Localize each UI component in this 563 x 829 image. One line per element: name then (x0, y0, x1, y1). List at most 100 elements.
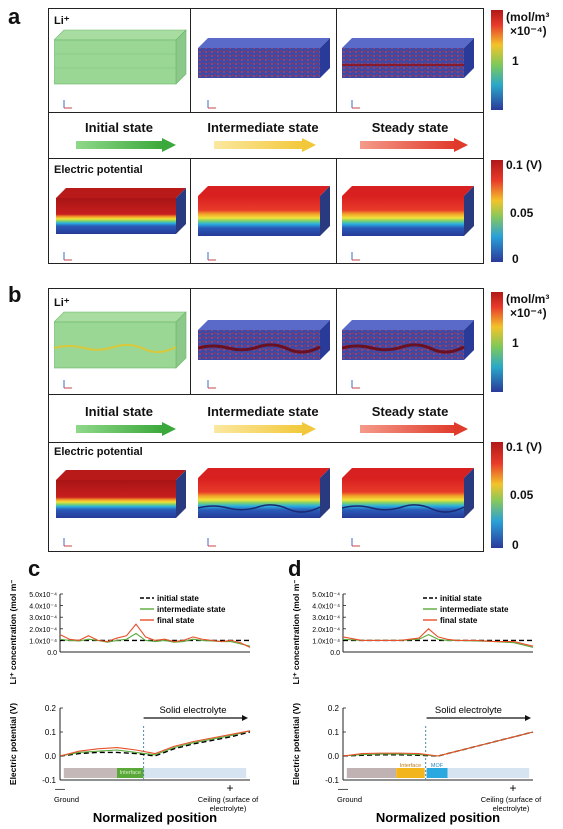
axis-glyph (351, 252, 360, 261)
y-tick-label: 2.0x10⁻⁴ (29, 627, 57, 634)
colorbar-li-unit2-a: ×10⁻⁴) (510, 24, 547, 38)
colorbar-li-unit-a: (mol/m³ (506, 10, 550, 24)
interface-block (396, 768, 425, 778)
panel-label-d: d (288, 556, 302, 581)
colorbar-li-unit-b: (mol/m³ (506, 292, 550, 306)
electrolyte-block (143, 768, 247, 778)
interface-label: Interface (120, 770, 141, 776)
ep-slab-steady-a (342, 186, 474, 236)
ground-label: Ground (337, 795, 362, 804)
plus-sign: + (509, 781, 516, 795)
ep-slab-steady-b (342, 468, 474, 518)
y-tick-label: 0.0 (328, 752, 340, 761)
series-line-intermediate-state (59, 730, 251, 757)
panel-label-b: b (8, 282, 22, 307)
series-line-intermediate-state (342, 731, 534, 757)
li-slab-initial-b (54, 311, 187, 369)
axis-glyph (351, 100, 360, 109)
colorbar-ep-mid-a: 0.05 (510, 206, 534, 220)
axis-glyph (63, 380, 72, 389)
y-tick-label: 5.0x10⁻⁴ (29, 592, 57, 599)
y-tick-label: 5.0x10⁻⁴ (312, 592, 340, 599)
legend-label: intermediate state (157, 605, 226, 614)
interface-label: Interface (400, 763, 421, 769)
colorbar-li-tick-a: 1 (512, 54, 519, 68)
colorbar-li-a (491, 10, 503, 110)
y-tick-label: 0.0 (330, 650, 340, 657)
y-tick-label: 4.0x10⁻⁴ (29, 604, 57, 611)
y-tick-label: 0.0 (47, 650, 57, 657)
y-tick-label: 0.0 (45, 752, 57, 761)
panel-label-a: a (8, 4, 21, 29)
li-slab-intermediate-a (198, 38, 330, 78)
ceiling-label-line2: electrolyte) (493, 804, 530, 813)
colorbar-li-tick-b: 1 (512, 336, 519, 350)
arrow-initial-b (76, 422, 176, 436)
state-label-initial-b: Initial state (85, 404, 153, 419)
ep-slab-intermediate-a (198, 186, 330, 236)
colorbar-li-b (491, 292, 503, 392)
y-axis-label-top: Li⁺ concentration (mol m⁻³) (8, 580, 18, 684)
minus-sign: — (55, 784, 65, 795)
ep-slab-intermediate-b (198, 468, 330, 518)
y-tick-label: 3.0x10⁻⁴ (29, 615, 57, 622)
axis-glyph (207, 252, 216, 261)
x-axis-label: Normalized position (93, 810, 217, 825)
axis-glyph (63, 252, 72, 261)
ep-title-b: Electric potential (54, 446, 143, 458)
x-axis-label: Normalized position (376, 810, 500, 825)
state-label-intermediate-a: Intermediate state (207, 120, 319, 135)
ceiling-label-line1: Ceiling (surface of (481, 795, 542, 804)
y-tick-label: -0.1 (325, 776, 339, 785)
colorbar-li-unit2-b: ×10⁻⁴) (510, 306, 547, 320)
y-tick-label: 4.0x10⁻⁴ (312, 604, 340, 611)
li-title-b: Li⁺ (54, 297, 70, 309)
ground-label: Ground (54, 795, 79, 804)
legend-label: initial state (440, 594, 482, 603)
legend-label: final state (157, 616, 195, 625)
colorbar-ep-bottom-b: 0 (512, 538, 519, 552)
mof-block (426, 768, 448, 778)
y-tick-label: 0.2 (328, 704, 340, 713)
axis-glyph (207, 380, 216, 389)
li-slab-intermediate-b (198, 320, 330, 360)
electrolyte-block (447, 768, 530, 778)
ep-slab-initial-b (56, 470, 186, 518)
plot-c: 5.0x10⁻⁴ 4.0x10⁻⁴ 3.0x10⁻⁴ 2.0x10⁻⁴ 1.0x10⁻⁴… (8, 580, 259, 825)
solid-electrolyte-label: Solid electrolyte (159, 705, 226, 716)
arrow-initial-a (76, 138, 176, 152)
ceiling-label-line2: electrolyte) (210, 804, 247, 813)
colorbar-ep-top-a: 0.1 (V) (506, 158, 543, 172)
axis-glyph (63, 100, 72, 109)
state-label-intermediate-b: Intermediate state (207, 404, 319, 419)
ground-block (346, 768, 397, 778)
electrolyte-arrow-head (525, 715, 531, 721)
plot-d: 5.0x10⁻⁴ 4.0x10⁻⁴ 3.0x10⁻⁴ 2.0x10⁻⁴ 1.0x10⁻⁴… (291, 580, 542, 825)
y-axis-label-top: Li⁺ concentration (mol m⁻³) (291, 580, 301, 684)
arrow-intermediate-a (214, 138, 316, 152)
colorbar-ep-bottom-a: 0 (512, 252, 519, 266)
ep-slab-initial-a (56, 188, 186, 234)
state-label-steady-b: Steady state (371, 404, 449, 419)
axis-glyph (207, 100, 216, 109)
state-label-initial-a: Initial state (85, 120, 153, 135)
state-label-steady-a: Steady state (371, 120, 449, 135)
colorbar-ep-b (491, 442, 503, 548)
axis-glyph (351, 380, 360, 389)
y-axis-label-bottom: Electric potential (V) (291, 703, 301, 785)
y-tick-label: 0.1 (45, 728, 57, 737)
colorbar-ep-mid-b: 0.05 (510, 488, 534, 502)
colorbar-ep-top-b: 0.1 (V) (506, 440, 543, 454)
y-tick-label: 3.0x10⁻⁴ (312, 615, 340, 622)
minus-sign: — (338, 784, 348, 795)
legend-label: initial state (157, 594, 199, 603)
y-tick-label: 1.0x10⁻⁴ (29, 638, 57, 645)
series-line-initial-state (59, 731, 251, 757)
series-line-final-state (59, 623, 251, 648)
li-title-a: Li⁺ (54, 15, 70, 27)
plus-sign: + (226, 781, 233, 795)
legend-label: final state (440, 616, 478, 625)
y-tick-label: 2.0x10⁻⁴ (312, 627, 340, 634)
li-slab-steady-b (342, 320, 474, 360)
solid-electrolyte-label: Solid electrolyte (435, 705, 502, 716)
